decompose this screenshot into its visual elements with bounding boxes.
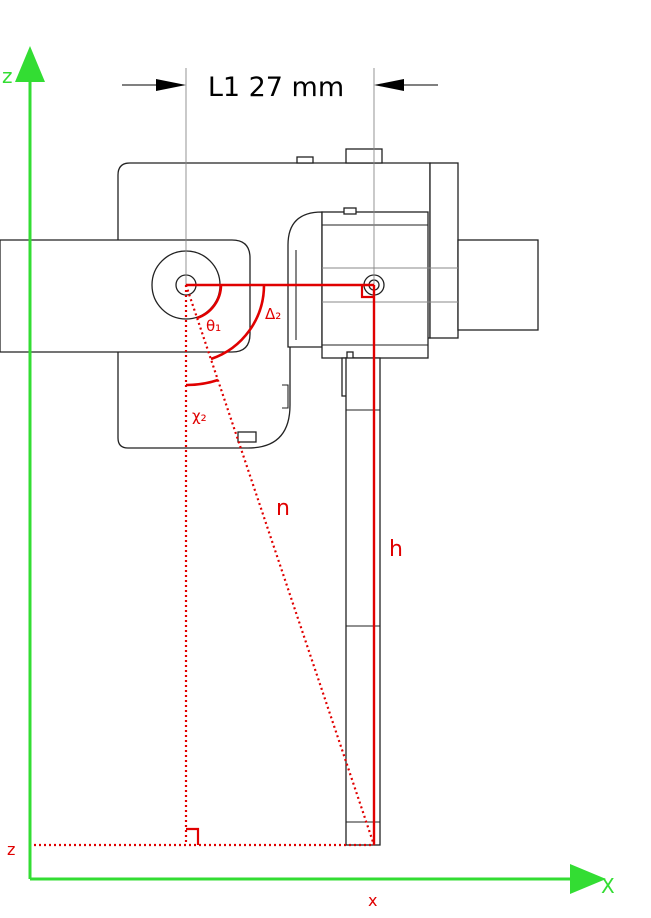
top-tab-left [296,156,314,164]
gamma-arc [185,378,219,387]
delta-arc [210,284,266,361]
side-plate [429,162,459,339]
curved-bracket [287,211,323,348]
coordinate-axes [15,46,606,894]
n-label: n [276,496,290,521]
theta-label: θ₁ [206,317,221,335]
delta-label: Δ₂ [265,305,281,323]
dimension-l1: L1 27 mm [122,72,438,103]
link-n-line [184,284,376,846]
theta-arc [196,284,223,320]
gamma-label: χ₂ [192,407,207,425]
dimension-label: L1 27 mm [208,72,344,103]
right-angle-bottom [186,827,200,845]
right-angle-top [360,285,374,299]
mechanism-drawing [0,68,539,846]
h-label: h [389,537,403,562]
right-boss [457,239,539,331]
x-axis-label: X [601,874,615,898]
z-marker: z [7,840,15,859]
x-marker: x [368,891,377,910]
annotations [34,283,376,847]
z-axis-label: z [2,64,13,88]
top-tab-right [345,148,383,164]
